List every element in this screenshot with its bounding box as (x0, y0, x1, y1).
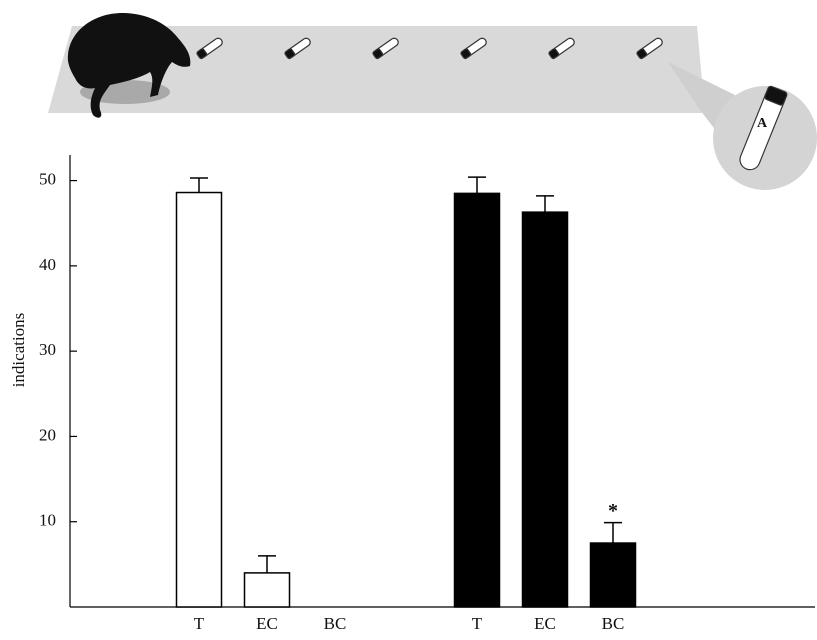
x-tick-label: EC (534, 614, 556, 633)
y-tick-label: 50 (39, 169, 56, 188)
tube-label: A (757, 116, 768, 131)
x-tick-label: T (472, 614, 483, 633)
y-tick-label: 40 (39, 255, 56, 274)
figure: A indications 10 20 30 40 50 T EC BC T EC BC * (0, 0, 817, 635)
x-tick-label: BC (602, 614, 625, 633)
bar (523, 212, 568, 607)
illustration: A (48, 13, 817, 190)
bar (591, 543, 636, 607)
y-tick-label: 20 (39, 425, 56, 444)
bar (455, 193, 500, 607)
x-tick-label: BC (324, 614, 347, 633)
error-bar (536, 196, 554, 212)
error-bar (258, 556, 276, 573)
annotation: * (608, 500, 618, 522)
error-bar (468, 177, 486, 193)
bar (177, 193, 222, 607)
y-axis-label: indications (9, 313, 28, 388)
x-tick-label: T (194, 614, 205, 633)
error-bar (604, 523, 622, 543)
y-tick-label: 30 (39, 340, 56, 359)
bar (245, 573, 290, 607)
x-tick-label: EC (256, 614, 278, 633)
y-tick-label: 10 (39, 511, 56, 530)
error-bar (190, 178, 208, 192)
